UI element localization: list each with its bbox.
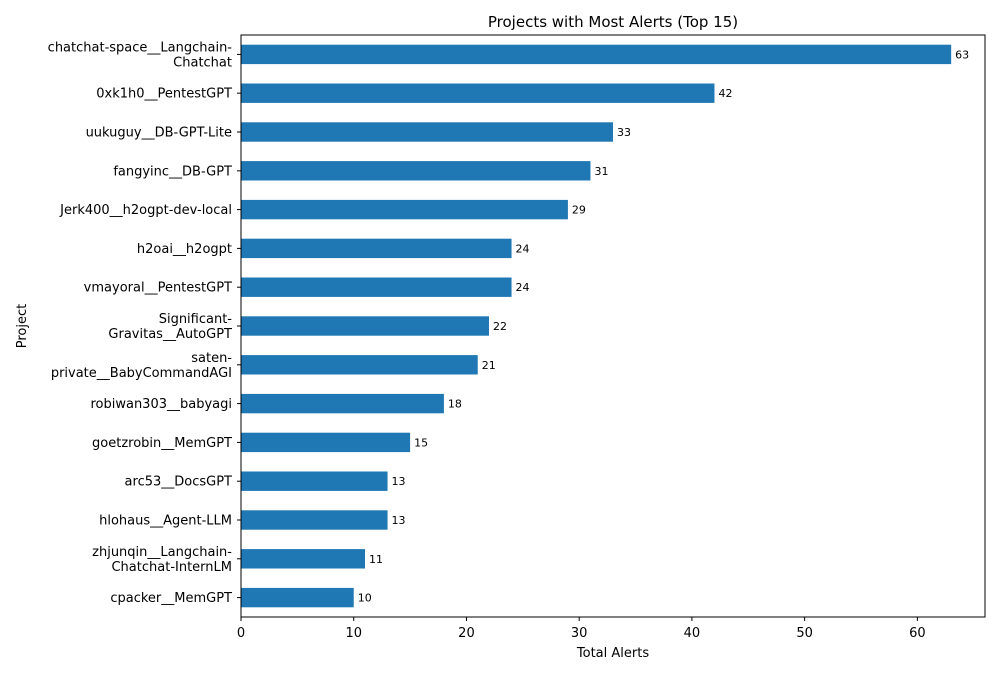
x-tick-label-4: 40 (684, 626, 701, 641)
x-tick-label-0: 0 (237, 626, 245, 641)
bar-15 (241, 587, 354, 608)
bar-12 (241, 471, 388, 491)
bar-14 (241, 549, 365, 569)
y-tick-label-5: Jerk400__h2ogpt-dev-local (59, 203, 232, 218)
y-tick-label-14: zhjunqin__Langchain-Chatchat-InternLM (92, 545, 232, 575)
data-label-11: 15 (414, 436, 428, 449)
bar-1 (241, 44, 952, 65)
y-tick-label-6: h2oai__h2ogpt (137, 242, 232, 257)
y-axis-label: Project (15, 304, 30, 348)
data-label-7: 24 (516, 281, 530, 294)
bar-5 (241, 199, 568, 220)
x-axis-label: Total Alerts (576, 646, 649, 661)
x-tick-label-5: 50 (796, 626, 813, 641)
y-tick-label-7: vmayoral__PentestGPT (84, 281, 232, 296)
y-tick-label-9: saten-private__BabyCommandAGI (51, 351, 232, 381)
bar-4 (241, 161, 591, 181)
y-tick-label-4: fangyinc__DB-GPT (113, 164, 232, 179)
data-label-12: 13 (392, 475, 406, 488)
data-label-13: 13 (392, 514, 406, 527)
bar-6 (241, 238, 512, 259)
y-tick-label-8: Significant-Gravitas__AutoGPT (108, 312, 232, 342)
bar-7 (241, 277, 512, 297)
x-tick-label-3: 30 (571, 626, 588, 641)
data-label-10: 18 (448, 398, 462, 411)
bar-2 (241, 83, 715, 103)
data-label-3: 33 (617, 126, 631, 139)
data-label-9: 21 (482, 359, 496, 372)
bar-13 (241, 510, 388, 530)
bars-group: 63 42 33 31 29 24 24 22 21 18 15 13 13 11 10 (241, 44, 969, 608)
y-tick-label-11: goetzrobin__MemGPT (92, 436, 232, 451)
data-label-8: 22 (493, 320, 507, 333)
plot-frame (240, 34, 986, 618)
bar-10 (241, 393, 444, 414)
data-label-14: 11 (369, 553, 383, 566)
data-label-1: 63 (955, 48, 969, 61)
data-label-5: 29 (572, 204, 586, 217)
data-label-15: 10 (358, 592, 372, 605)
x-axis-ticks: 0 10 20 30 40 50 60 (237, 617, 926, 641)
y-tick-label-1: chatchat-space__Langchain-Chatchat (48, 40, 233, 70)
y-tick-label-12: arc53__DocsGPT (125, 475, 233, 490)
y-tick-label-13: hlohaus__Agent-LLM (99, 514, 232, 529)
bar-3 (241, 122, 613, 142)
data-label-6: 24 (516, 242, 530, 255)
x-tick-label-1: 10 (345, 626, 362, 641)
bar-9 (241, 355, 478, 375)
y-axis-ticks: chatchat-space__Langchain-Chatchat 0xk1h0… (48, 40, 241, 606)
x-tick-label-2: 20 (458, 626, 475, 641)
y-tick-label-2: 0xk1h0__PentestGPT (96, 87, 232, 102)
y-tick-label-10: robiwan303__babyagi (90, 397, 232, 412)
chart-title: Projects with Most Alerts (Top 15) (488, 13, 738, 31)
y-tick-label-15: cpacker__MemGPT (110, 591, 232, 606)
bar-11 (241, 432, 411, 453)
y-tick-label-3: uukuguy__DB-GPT-Lite (86, 126, 232, 141)
data-label-2: 42 (718, 87, 732, 100)
x-tick-label-6: 60 (909, 626, 926, 641)
bar-8 (241, 316, 489, 336)
data-label-4: 31 (594, 165, 608, 178)
